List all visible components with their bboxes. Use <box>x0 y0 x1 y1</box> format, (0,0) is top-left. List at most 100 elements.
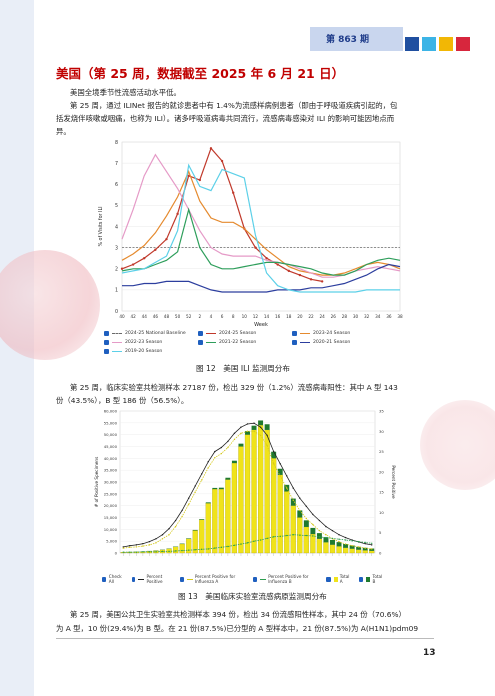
legend-item[interactable]: Percent Positive for Influenza B <box>253 574 318 584</box>
checkbox-icon[interactable] <box>131 576 136 582</box>
percent-positive-b-line-point <box>155 551 157 553</box>
percent-positive-line-point <box>227 440 229 443</box>
percent-positive-line-point <box>279 463 281 465</box>
x-tick-label: 34 <box>375 314 381 319</box>
percent-positive-b-line-point <box>135 551 138 553</box>
bar-total-a <box>349 548 355 554</box>
percent-positive-a-line-point <box>142 545 144 547</box>
y-tick-label: 5 <box>115 203 118 209</box>
y-tick-label: 6 <box>115 182 118 188</box>
percent-positive-line-point <box>142 542 144 545</box>
y-tick-label: 35,000 <box>104 468 118 473</box>
legend-label: Total B <box>372 574 383 584</box>
checkbox-icon[interactable] <box>104 331 109 336</box>
x-tick-label: 40 <box>119 314 125 319</box>
percent-positive-a-line-point <box>299 509 301 512</box>
legend-item[interactable]: Percent Positive for Influenza A <box>179 574 245 584</box>
bar-total-a <box>225 479 231 554</box>
bar-total-a <box>264 429 270 554</box>
legend-item[interactable]: Check All <box>102 574 124 584</box>
percent-positive-b-line-point <box>142 551 144 553</box>
bar-total-b <box>258 420 264 426</box>
bar-total-b <box>297 510 303 518</box>
y-tick-label: 1 <box>115 288 118 294</box>
bar-total-b <box>356 546 362 550</box>
percent-positive-a-line-point <box>155 542 157 544</box>
x-tick-label: 2 <box>199 314 202 319</box>
paragraph-2-line-3: 异。 <box>56 127 71 136</box>
x-tick-label: 10 <box>242 314 248 319</box>
y2-tick-label: 5 <box>379 530 382 535</box>
y2-tick-label: 30 <box>379 429 384 434</box>
legend-item[interactable]: 2020-21 Season <box>292 340 382 345</box>
legend-item[interactable]: Total B <box>359 574 384 584</box>
legend-row: 2024-25 National Baseline 2024-25 Season 2… <box>104 331 404 336</box>
percent-positive-a-line-point <box>174 525 177 528</box>
legend-item[interactable]: 2023-24 Season <box>292 331 382 336</box>
bar-total-b <box>225 477 231 480</box>
checkbox-icon[interactable] <box>179 576 184 582</box>
checkbox-icon[interactable] <box>326 576 331 582</box>
percent-positive-line-point <box>220 446 223 449</box>
percent-positive-a-line-point <box>312 523 314 526</box>
checkbox-icon[interactable] <box>292 340 297 345</box>
percent-positive-line-point <box>129 544 131 547</box>
percent-positive-b-line-point <box>129 551 131 553</box>
percent-positive-b-line-point <box>187 549 190 551</box>
issue-box <box>310 27 403 51</box>
bar-total-b <box>343 544 349 548</box>
percent-positive-line-point <box>240 426 242 428</box>
percent-positive-a-line-point <box>364 547 366 549</box>
checkbox-icon[interactable] <box>102 576 106 582</box>
checkbox-icon[interactable] <box>292 331 297 336</box>
percent-positive-b-line-point <box>312 535 314 537</box>
section-heading: 美国（第 25 周，数据截至 2025 年 6 月 21 日） <box>56 66 345 81</box>
x-tick-label: 46 <box>153 314 159 319</box>
y-tick-label: 40,000 <box>104 456 118 461</box>
y-tick-label: 7 <box>115 161 118 167</box>
checkbox-icon[interactable] <box>104 349 109 354</box>
bar-total-a <box>336 546 342 554</box>
percent-positive-line-point <box>233 432 236 435</box>
series-point <box>154 248 157 251</box>
x-tick-label: 36 <box>386 314 392 319</box>
legend-swatch <box>206 333 216 334</box>
percent-positive-b-line-point <box>207 548 209 550</box>
legend-label: Percent Positive for Influenza B <box>268 574 309 584</box>
legend-item[interactable]: 2022-23 Season <box>104 340 194 345</box>
series-point <box>309 278 313 281</box>
percent-positive-a-line-point <box>286 487 288 489</box>
bar-total-b <box>212 487 218 490</box>
checkbox-icon[interactable] <box>198 331 203 336</box>
bar-total-a <box>316 538 323 554</box>
percent-positive-line-point <box>155 538 157 540</box>
checkbox-icon[interactable] <box>198 340 203 345</box>
legend-item[interactable]: 2019-20 Season <box>104 349 194 354</box>
y-axis-label: # of Positive Specimens <box>94 457 99 508</box>
y-tick-label: 55,000 <box>104 420 118 425</box>
bar-total-a <box>271 458 277 554</box>
y-tick-label: 5,000 <box>106 539 117 544</box>
percent-positive-line-point <box>364 542 366 545</box>
percent-positive-b-line-point <box>181 549 183 552</box>
legend-item[interactable]: 2024-25 National Baseline <box>104 331 194 336</box>
checkbox-icon[interactable] <box>104 340 109 345</box>
checkbox-icon[interactable] <box>359 576 364 582</box>
x-tick-label: 38 <box>397 314 403 319</box>
legend-label: 2020-21 Season <box>313 340 351 345</box>
percent-positive-a-line-point <box>122 547 124 549</box>
legend-item[interactable]: Total A <box>326 574 351 584</box>
percent-positive-b-line-point <box>351 540 353 542</box>
x-tick-label: 26 <box>331 314 337 319</box>
y-tick-label: 0 <box>115 551 118 556</box>
legend-item[interactable]: 2024-25 Season <box>198 331 288 336</box>
legend-item[interactable]: Percent Positive <box>131 574 172 584</box>
chart1-legend: 2024-25 National Baseline 2024-25 Season 2… <box>104 331 404 358</box>
percent-positive-a-line-point <box>161 538 164 540</box>
x-tick-label: 14 <box>264 314 270 319</box>
percent-positive-a-line-point <box>253 430 255 432</box>
legend-item[interactable]: 2021-22 Season <box>198 340 288 345</box>
checkbox-icon[interactable] <box>253 576 257 582</box>
bar-total-a <box>231 462 238 554</box>
y-tick-label: 4 <box>115 224 118 230</box>
